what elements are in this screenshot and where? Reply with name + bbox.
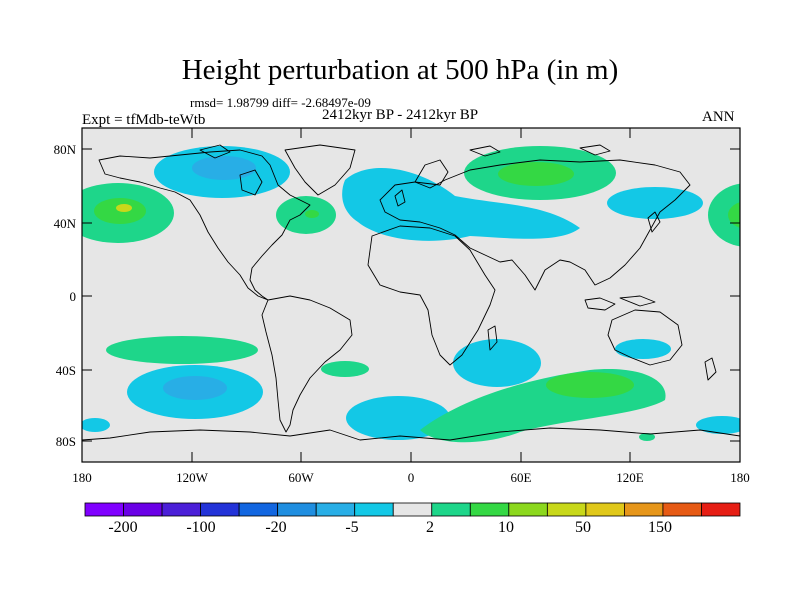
y-tick-label: 80S: [56, 434, 76, 449]
coast-eurasia: [379, 159, 691, 291]
anomaly-neg-canada-core: [192, 156, 256, 180]
coast-south-america: [261, 295, 353, 433]
x-tick-label: 180: [730, 470, 750, 485]
anomaly-pos-us-east-core: [305, 210, 319, 218]
coastlines: [82, 144, 740, 441]
y-tick-label: 80N: [54, 142, 77, 157]
coast-indonesia-1: [584, 297, 616, 311]
coast-africa: [367, 225, 496, 366]
anomaly-neg-se: [696, 416, 740, 434]
coast-greenland: [284, 144, 356, 196]
colorbar-swatch: [354, 502, 394, 517]
experiment-label: Expt = tfMdb-teWtb: [82, 112, 206, 128]
y-tick-label: 40N: [54, 216, 77, 231]
coast-uk: [394, 189, 406, 207]
colorbar-swatch: [161, 502, 201, 517]
colorbar-label: -100: [186, 519, 215, 536]
coast-north-america: [98, 149, 311, 301]
anomaly-neg-east-asia: [607, 187, 703, 219]
map-area: [82, 128, 740, 462]
x-tick-label: 60E: [511, 470, 532, 485]
colorbar-swatch: [123, 502, 163, 517]
coast-indonesia-2: [619, 295, 656, 307]
colorbar-swatch: [392, 502, 433, 517]
colorbar-swatch: [624, 502, 664, 517]
colorbar-swatch: [585, 502, 625, 517]
colorbar-swatch: [508, 502, 548, 517]
colorbar-label: 2: [426, 519, 434, 536]
anomaly-neg-atlantic-europe: [342, 168, 580, 241]
y-ticks: [82, 148, 740, 442]
x-tick-label: 0: [408, 470, 415, 485]
anomaly-neg-spac-core: [163, 376, 227, 400]
colorbar-swatch: [200, 502, 240, 517]
y-tick-labels: 80N 40N 0 40S 80S: [54, 142, 77, 449]
colorbar-swatch: [431, 502, 471, 517]
stats-line: rmsd= 1.98799 diff= -2.68497e-09: [190, 95, 371, 110]
anomaly-pos-spac-small: [321, 361, 369, 377]
x-tick-label: 120E: [616, 470, 644, 485]
colorbar-swatch: [546, 502, 587, 517]
x-tick-labels: 180 120W 60W 0 60E 120E 180: [72, 470, 750, 485]
colorbar-swatch: [277, 502, 317, 517]
coast-arctic-isl-1: [199, 144, 231, 159]
coast-arctic-isl-2: [469, 145, 501, 157]
colorbar-label: 150: [648, 519, 672, 536]
colorbar-swatch: [701, 502, 741, 517]
colorbar-swatch: [469, 502, 510, 517]
coast-antarctica: [82, 427, 740, 441]
anomaly-pos-siberia-core: [498, 162, 574, 186]
coast-hudson-bay: [239, 169, 263, 196]
anomaly-neg-safrica: [453, 339, 541, 387]
colorbar-swatch: [315, 502, 356, 517]
x-tick-label: 180: [72, 470, 92, 485]
colorbar: [84, 502, 741, 517]
x-tick-label: 60W: [288, 470, 314, 485]
season-label: ANN: [702, 109, 735, 125]
colorbar-swatch: [662, 502, 702, 517]
anomaly-pos-spac: [106, 336, 258, 364]
x-ticks: [191, 128, 631, 462]
coast-japan: [647, 211, 661, 233]
colorbar-label: -200: [108, 519, 137, 536]
colorbar-labels: -200 -100 -20 -5 2 10 50 150: [108, 519, 672, 536]
anomaly-pos-small: [639, 433, 655, 441]
coast-scandinavia: [414, 159, 449, 186]
anomaly-pos-npac-east-core: [728, 202, 740, 228]
coast-madagascar: [487, 325, 498, 351]
colorbar-label: -20: [265, 519, 286, 536]
colorbar-swatch: [84, 502, 124, 517]
anomaly-pos-npac-east: [708, 183, 740, 247]
y-tick-label: 40S: [56, 363, 76, 378]
colorbar-swatch: [238, 502, 279, 517]
colorbar-label: 10: [498, 519, 514, 536]
coast-australia: [607, 309, 683, 366]
x-tick-label: 120W: [176, 470, 209, 485]
coast-arctic-isl-3: [579, 144, 611, 156]
y-tick-label: 0: [70, 289, 77, 304]
anomaly-neg-australia: [615, 339, 671, 359]
anomaly-pos-southern-ocean-core: [546, 372, 634, 398]
anomaly-pos-npac-west-peak: [116, 204, 132, 212]
plot-title: Height perturbation at 500 hPa (in m): [181, 54, 619, 86]
colorbar-label: -5: [345, 519, 358, 536]
colorbar-label: 50: [575, 519, 591, 536]
coast-new-zealand: [704, 357, 717, 381]
period-label: 2412kyr BP - 2412kyr BP: [321, 107, 479, 123]
anomaly-neg-sw: [82, 418, 110, 432]
